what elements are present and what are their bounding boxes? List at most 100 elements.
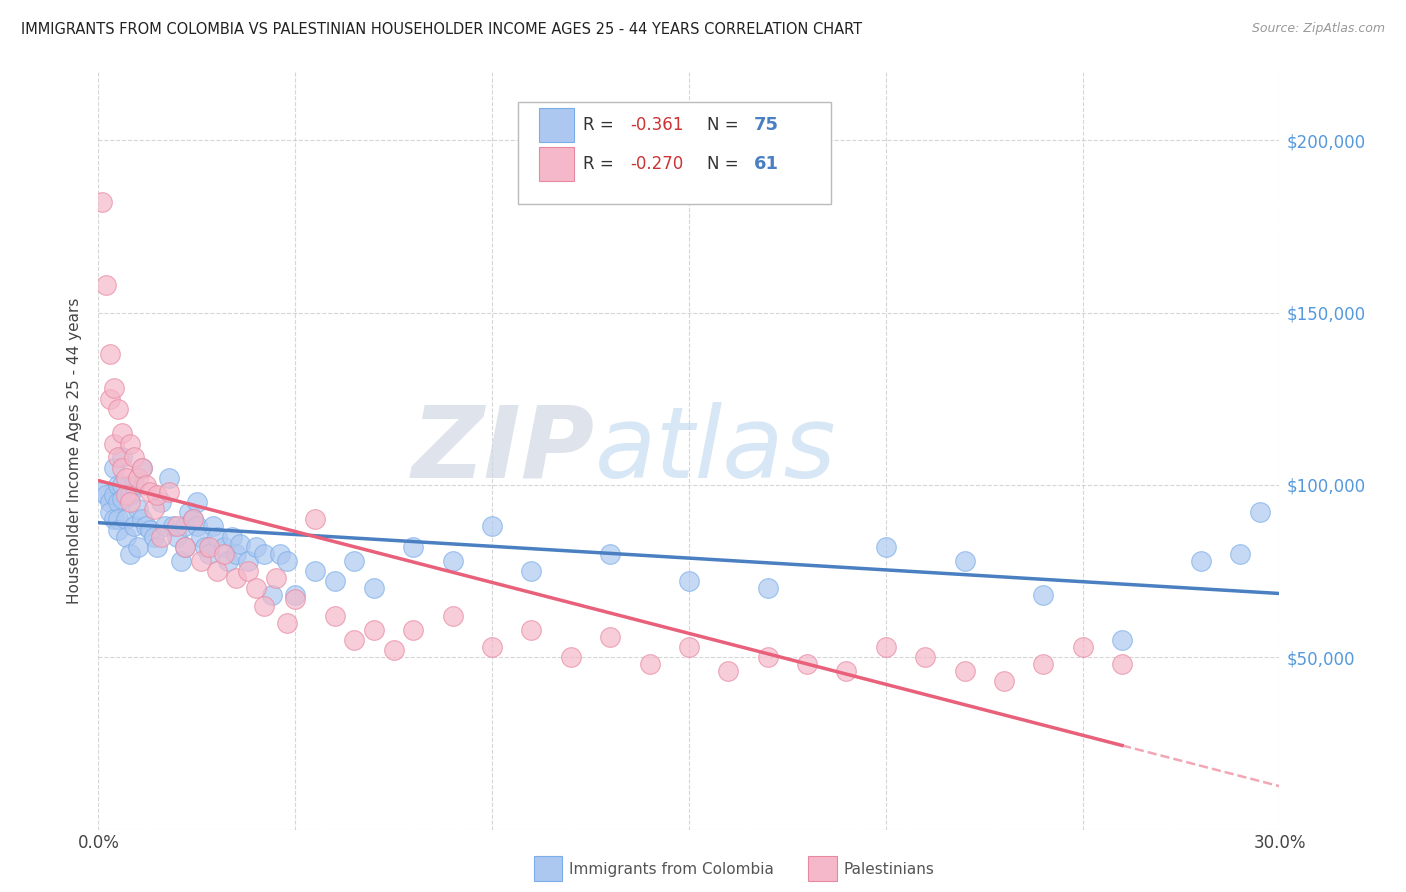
- Point: [304, 564, 326, 578]
- Point: [276, 615, 298, 630]
- Point: [221, 530, 243, 544]
- Point: [162, 519, 184, 533]
- Point: [98, 392, 121, 406]
- Point: [107, 523, 129, 537]
- Point: [111, 460, 134, 475]
- Point: [181, 512, 204, 526]
- Point: [197, 540, 219, 554]
- Point: [135, 478, 157, 492]
- Point: [875, 540, 897, 554]
- Text: -0.361: -0.361: [630, 116, 683, 135]
- Point: [253, 599, 276, 613]
- Text: 75: 75: [754, 116, 779, 135]
- Point: [98, 495, 121, 509]
- Text: N =: N =: [707, 116, 744, 135]
- Point: [402, 623, 425, 637]
- Point: [560, 650, 582, 665]
- Point: [382, 643, 405, 657]
- Text: Source: ZipAtlas.com: Source: ZipAtlas.com: [1251, 22, 1385, 36]
- Point: [118, 488, 141, 502]
- Point: [276, 554, 298, 568]
- Point: [142, 530, 165, 544]
- Point: [91, 195, 114, 210]
- FancyBboxPatch shape: [538, 146, 575, 181]
- Point: [181, 512, 204, 526]
- Point: [993, 674, 1015, 689]
- Point: [118, 547, 141, 561]
- Point: [441, 554, 464, 568]
- Text: N =: N =: [707, 154, 744, 173]
- Point: [245, 540, 267, 554]
- Point: [304, 512, 326, 526]
- Point: [214, 540, 236, 554]
- Point: [98, 347, 121, 361]
- Point: [953, 554, 976, 568]
- Point: [138, 523, 160, 537]
- Point: [678, 574, 700, 589]
- Point: [131, 512, 153, 526]
- Point: [98, 506, 121, 520]
- Point: [638, 657, 661, 672]
- Point: [201, 519, 224, 533]
- Point: [875, 640, 897, 654]
- Point: [96, 278, 118, 293]
- Point: [91, 484, 114, 499]
- Point: [1071, 640, 1094, 654]
- Point: [174, 519, 197, 533]
- Point: [174, 540, 197, 554]
- Point: [236, 554, 259, 568]
- Point: [115, 512, 138, 526]
- Point: [205, 530, 228, 544]
- Point: [835, 664, 858, 678]
- Text: R =: R =: [582, 116, 619, 135]
- Point: [323, 574, 346, 589]
- Point: [103, 460, 125, 475]
- Point: [157, 471, 180, 485]
- Point: [177, 506, 200, 520]
- Point: [481, 640, 503, 654]
- Point: [441, 608, 464, 623]
- Point: [186, 495, 208, 509]
- Point: [107, 512, 129, 526]
- Point: [115, 530, 138, 544]
- Point: [127, 502, 149, 516]
- Point: [194, 540, 217, 554]
- Point: [1111, 633, 1133, 648]
- Point: [284, 591, 307, 606]
- Point: [236, 564, 259, 578]
- Point: [284, 588, 307, 602]
- Point: [131, 460, 153, 475]
- Text: Immigrants from Colombia: Immigrants from Colombia: [569, 863, 775, 877]
- Point: [122, 450, 145, 465]
- Point: [103, 436, 125, 450]
- Point: [914, 650, 936, 665]
- Point: [1249, 506, 1271, 520]
- Point: [343, 554, 366, 568]
- Point: [107, 478, 129, 492]
- Point: [217, 554, 239, 568]
- Point: [264, 571, 287, 585]
- FancyBboxPatch shape: [517, 102, 831, 204]
- Point: [1111, 657, 1133, 672]
- Point: [157, 484, 180, 499]
- Point: [1032, 588, 1054, 602]
- Text: atlas: atlas: [595, 402, 837, 499]
- Point: [269, 547, 291, 561]
- Point: [146, 540, 169, 554]
- Point: [135, 519, 157, 533]
- Point: [155, 519, 177, 533]
- Point: [103, 488, 125, 502]
- Point: [107, 402, 129, 417]
- Point: [111, 426, 134, 441]
- Point: [107, 450, 129, 465]
- Point: [142, 502, 165, 516]
- Point: [756, 650, 779, 665]
- Point: [323, 608, 346, 623]
- Point: [127, 540, 149, 554]
- Point: [245, 582, 267, 596]
- Point: [96, 488, 118, 502]
- Point: [111, 478, 134, 492]
- Text: -0.270: -0.270: [630, 154, 683, 173]
- Point: [343, 633, 366, 648]
- Point: [678, 640, 700, 654]
